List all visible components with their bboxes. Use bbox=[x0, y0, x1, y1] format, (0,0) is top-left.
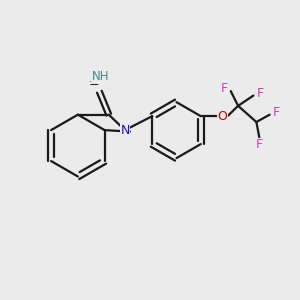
Text: =: = bbox=[89, 77, 99, 90]
Text: N: N bbox=[120, 124, 130, 136]
Text: F: F bbox=[221, 82, 228, 95]
Text: O: O bbox=[217, 110, 227, 123]
Text: F: F bbox=[256, 87, 263, 100]
Text: NH: NH bbox=[92, 70, 110, 83]
Text: F: F bbox=[272, 106, 280, 119]
Text: F: F bbox=[256, 138, 263, 151]
